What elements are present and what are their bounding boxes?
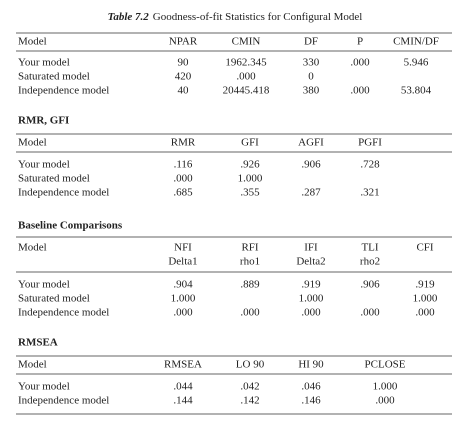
cell: .926 (240, 159, 260, 171)
column-header: RMSEA (164, 359, 202, 371)
cell: .000 (375, 395, 395, 407)
column-header: Model (18, 359, 47, 371)
cell: .000 (350, 57, 370, 69)
cell: .321 (360, 187, 379, 199)
cell: .000 (360, 307, 380, 319)
cell: .000 (236, 71, 256, 83)
row-label: Your model (18, 279, 70, 291)
cell: .046 (301, 381, 321, 393)
row-label: Independence model (18, 307, 109, 319)
cell: .287 (301, 187, 321, 199)
column-header: NFI (174, 242, 192, 254)
cell: .000 (173, 307, 193, 319)
column-header: Delta2 (296, 256, 325, 268)
column-header: PCLOSE (365, 359, 406, 371)
cell: .889 (240, 279, 260, 291)
column-header: PGFI (358, 137, 382, 149)
column-header: rho1 (240, 256, 260, 268)
column-header: P (357, 36, 363, 48)
cell: 20445.418 (223, 85, 270, 97)
row-label: Saturated model (18, 293, 90, 305)
row-label: Independence model (18, 85, 109, 97)
column-header: AGFI (298, 137, 324, 149)
cell: 40 (178, 85, 190, 97)
column-header: HI 90 (298, 359, 324, 371)
cell: 90 (178, 57, 190, 69)
cell: 1.000 (171, 293, 196, 305)
column-header: NPAR (169, 36, 198, 48)
column-header: TLI (361, 242, 378, 254)
column-header: Model (18, 242, 47, 254)
caption-label: Table 7.2 (108, 11, 150, 23)
cell: 1.000 (413, 293, 438, 305)
cell: .142 (240, 395, 259, 407)
cell: 53.804 (401, 85, 432, 97)
row-label: Your model (18, 159, 70, 171)
column-header: DF (304, 36, 318, 48)
cell: 0 (308, 71, 314, 83)
row-label: Independence model (18, 395, 109, 407)
cell: .728 (360, 159, 380, 171)
column-header: rho2 (360, 256, 380, 268)
cell: 1.000 (373, 381, 398, 393)
section-title: RMSEA (18, 337, 58, 349)
row-label: Independence model (18, 187, 109, 199)
cell: .146 (301, 395, 321, 407)
cell: .144 (173, 395, 193, 407)
cell: .919 (415, 279, 435, 291)
cell: .685 (173, 187, 193, 199)
column-header: LO 90 (236, 359, 265, 371)
section-title: Baseline Comparisons (18, 220, 123, 232)
cell: .919 (301, 279, 321, 291)
column-header: CMIN (232, 36, 261, 48)
caption-text: Goodness-of-fit Statistics for Configura… (153, 11, 363, 23)
cell: 5.946 (404, 57, 429, 69)
cell: .000 (173, 173, 193, 185)
cell: .904 (173, 279, 193, 291)
column-header: CMIN/DF (393, 36, 439, 48)
cell: .355 (240, 187, 260, 199)
cell: .000 (301, 307, 321, 319)
column-header: GFI (241, 137, 259, 149)
cell: .042 (240, 381, 259, 393)
cell: .044 (173, 381, 193, 393)
column-header: IFI (304, 242, 318, 254)
cell: .906 (360, 279, 380, 291)
cell: .000 (240, 307, 260, 319)
cell: .116 (174, 159, 193, 171)
cell: 380 (303, 85, 320, 97)
cell: .000 (415, 307, 435, 319)
column-header: RMR (171, 137, 196, 149)
column-header: RFI (241, 242, 258, 254)
column-header: Model (18, 137, 47, 149)
cell: 1962.345 (225, 57, 267, 69)
cell: 1.000 (238, 173, 263, 185)
cell: 420 (175, 71, 192, 83)
row-label: Saturated model (18, 71, 90, 83)
cell: .000 (350, 85, 370, 97)
row-label: Saturated model (18, 173, 90, 185)
cell: 1.000 (299, 293, 324, 305)
row-label: Your model (18, 57, 70, 69)
column-header: Model (18, 36, 47, 48)
cell: 330 (303, 57, 320, 69)
section-title: RMR, GFI (18, 115, 69, 127)
caption: Table 7.2 Goodness-of-fit Statistics for … (108, 11, 363, 23)
row-label: Your model (18, 381, 70, 393)
column-header: CFI (416, 242, 433, 254)
column-header: Delta1 (168, 256, 197, 268)
cell: .906 (301, 159, 321, 171)
